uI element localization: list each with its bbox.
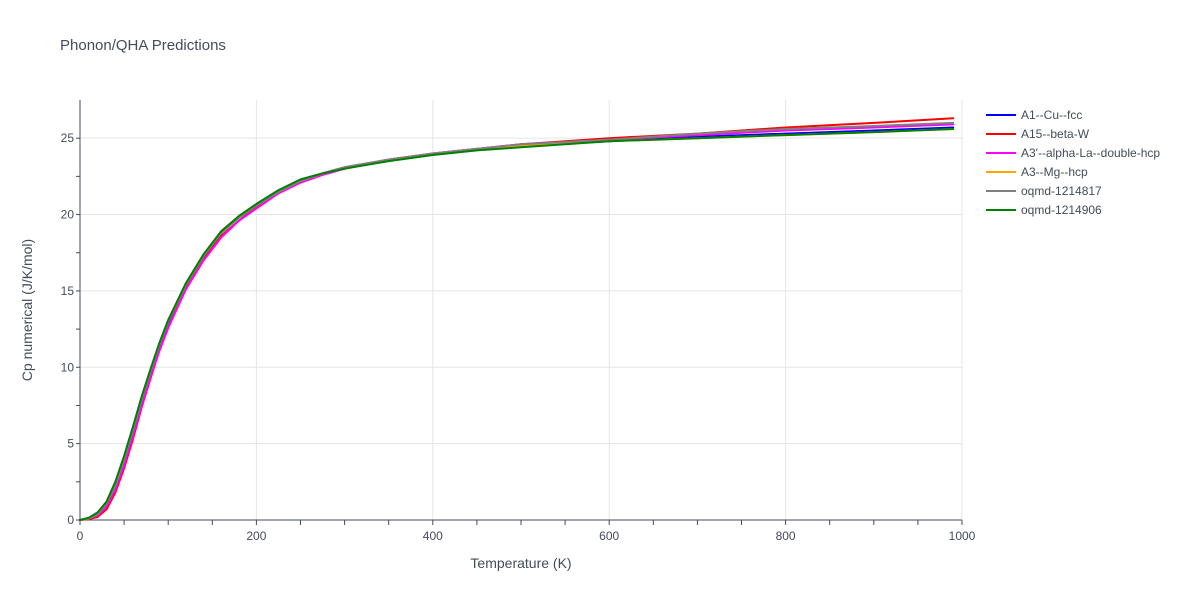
x-tick-label: 0 [77, 529, 84, 543]
legend-item-3[interactable]: A3--Mg--hcp [986, 165, 1088, 179]
x-tick-label: 600 [599, 529, 619, 543]
x-tick-label: 1000 [949, 529, 976, 543]
legend[interactable]: A1--Cu--fcc A15--beta-W A3'--alpha-La--dou… [986, 108, 1160, 217]
legend-label: A3'--alpha-La--double-hcp [1021, 146, 1160, 160]
axes: 0 200 400 600 800 1000 0 5 10 15 20 25 [61, 100, 976, 543]
series-line-3[interactable] [79, 128, 955, 521]
y-axis-title: Cp numerical (J/K/mol) [19, 239, 35, 381]
y-tick-label: 5 [67, 437, 74, 451]
legend-item-1[interactable]: A15--beta-W [986, 127, 1090, 141]
legend-label: A15--beta-W [1021, 127, 1090, 141]
x-tick-label: 200 [246, 529, 266, 543]
legend-label: oqmd-1214817 [1021, 184, 1102, 198]
series-lines[interactable] [79, 117, 955, 521]
y-tick-label: 20 [61, 208, 75, 222]
legend-item-0[interactable]: A1--Cu--fcc [986, 108, 1082, 122]
y-tick-label: 10 [61, 360, 75, 374]
series-line-1[interactable] [79, 117, 955, 521]
x-tick-label: 400 [423, 529, 443, 543]
y-tick-label: 0 [67, 513, 74, 527]
chart-title: Phonon/QHA Predictions [60, 37, 226, 54]
grid [80, 100, 963, 520]
series-line-2[interactable] [79, 123, 955, 521]
y-tick-label: 15 [61, 284, 75, 298]
legend-label: oqmd-1214906 [1021, 203, 1102, 217]
legend-label: A3--Mg--hcp [1021, 165, 1088, 179]
legend-item-4[interactable]: oqmd-1214817 [986, 184, 1102, 198]
series-line-0[interactable] [79, 126, 955, 521]
x-tick-label: 800 [776, 529, 796, 543]
series-line-5[interactable] [79, 128, 955, 521]
y-tick-label: 25 [61, 131, 75, 145]
legend-item-2[interactable]: A3'--alpha-La--double-hcp [986, 146, 1160, 160]
legend-item-5[interactable]: oqmd-1214906 [986, 203, 1102, 217]
series-line-4[interactable] [79, 121, 955, 521]
legend-label: A1--Cu--fcc [1021, 108, 1082, 122]
x-axis-title: Temperature (K) [470, 555, 571, 571]
